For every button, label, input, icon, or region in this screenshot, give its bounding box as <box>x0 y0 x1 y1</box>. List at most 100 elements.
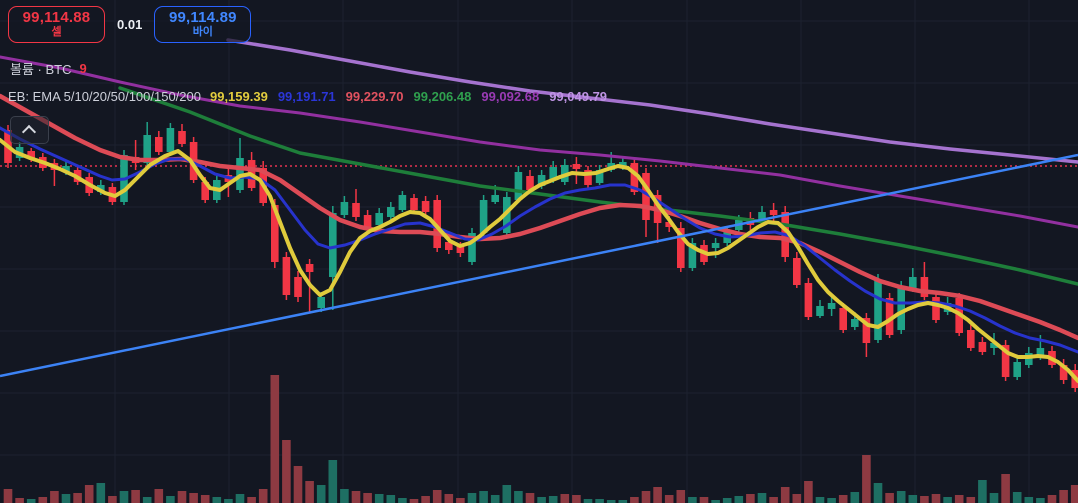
candle <box>340 202 349 215</box>
volume-bar <box>444 494 454 503</box>
collapse-toolbar-button[interactable] <box>10 116 49 144</box>
volume-bar <box>583 499 593 503</box>
ema-value: 99,092.68 <box>481 89 540 104</box>
candle <box>630 163 639 192</box>
volume-bar <box>258 489 268 503</box>
volume-bar <box>73 493 82 503</box>
candle <box>201 182 209 200</box>
volume-legend: 볼륨 · BTC 9 <box>10 59 87 78</box>
candle <box>769 210 778 215</box>
volume-bar <box>328 460 338 503</box>
volume-bar <box>84 485 94 503</box>
candle <box>410 198 418 210</box>
volume-bar <box>1036 498 1045 503</box>
candle <box>178 131 186 144</box>
candle <box>526 176 534 190</box>
candle <box>155 137 163 152</box>
volume-bar <box>142 497 152 503</box>
candle <box>909 277 917 290</box>
volume-bar <box>688 497 697 503</box>
candle <box>572 164 581 169</box>
candle <box>839 308 847 330</box>
candle <box>793 258 801 285</box>
ema-line-violet150 <box>226 38 1078 164</box>
volume-bar <box>757 493 767 503</box>
volume-bar <box>978 480 987 503</box>
candle <box>166 128 175 152</box>
volume-bar <box>154 489 164 503</box>
volume-bar <box>1001 474 1010 503</box>
candle <box>143 135 151 163</box>
volume-bar <box>711 500 720 503</box>
ema-line-yellow5 <box>0 138 1078 383</box>
volume-bar <box>316 485 326 503</box>
sell-price: 99,114.88 <box>22 9 91 27</box>
candle <box>375 213 383 225</box>
volume-bar <box>618 500 628 503</box>
volume-bar <box>3 489 13 503</box>
volume-bar <box>827 498 836 503</box>
quick-order-panel: 99,114.88 셀 0.01 99,114.89 바이 <box>8 6 252 43</box>
volume-bar <box>653 487 662 503</box>
volume-bar <box>572 495 581 503</box>
volume-bar <box>166 496 175 503</box>
buy-button[interactable]: 99,114.89 바이 <box>154 6 252 43</box>
volume-bar <box>838 495 848 503</box>
volume-bar <box>351 491 361 503</box>
candle <box>827 303 836 309</box>
volume-bar <box>966 497 976 503</box>
volume-bar <box>931 494 941 503</box>
volume-bar <box>409 499 419 503</box>
volume-bar <box>432 490 442 503</box>
spread-value: 0.01 <box>117 17 143 32</box>
candle <box>456 246 465 253</box>
ema-legend: EB: EMA 5/10/20/50/100/150/200 99,159.39… <box>8 89 607 104</box>
volume-bar <box>560 494 570 503</box>
volume-bar <box>270 375 280 503</box>
volume-bar <box>131 490 140 503</box>
volume-bar <box>212 497 222 503</box>
volume-bar <box>456 498 465 503</box>
volume-bar <box>15 498 24 503</box>
volume-bar <box>641 491 651 503</box>
candle <box>1013 362 1021 377</box>
candle <box>595 170 604 183</box>
candle <box>329 213 337 277</box>
candle <box>305 264 314 272</box>
candle <box>1001 345 1010 377</box>
volume-bar <box>119 491 129 503</box>
candle <box>816 306 824 316</box>
volume-bar <box>885 493 894 503</box>
ema-value: 99,191.71 <box>277 89 336 104</box>
volume-bar <box>537 497 546 503</box>
volume-bar <box>1024 497 1034 503</box>
volume-bar <box>398 498 407 503</box>
candle <box>271 205 279 262</box>
volume-bar <box>467 493 477 503</box>
volume-bar <box>235 494 245 503</box>
sell-button[interactable]: 99,114.88 셀 <box>8 6 105 43</box>
candle <box>537 175 546 186</box>
volume-bar <box>1047 495 1057 503</box>
volume-bar <box>1070 485 1078 503</box>
ema-value: 99,159.39 <box>209 89 268 104</box>
ema-value: 99,206.48 <box>413 89 472 104</box>
candle <box>1025 353 1033 365</box>
sell-label: 셀 <box>51 26 62 39</box>
ema-line-red20 <box>0 93 1078 341</box>
volume-bar <box>502 485 512 503</box>
trendline <box>0 153 1078 378</box>
candle <box>851 319 859 327</box>
candle <box>804 283 813 317</box>
volume-bar <box>734 496 744 503</box>
candle <box>978 342 987 352</box>
candle <box>27 151 35 158</box>
volume-bar <box>200 495 210 503</box>
volume-bar <box>896 491 906 503</box>
candle <box>1036 348 1045 357</box>
volume-bar <box>386 495 396 503</box>
candle <box>885 298 894 335</box>
